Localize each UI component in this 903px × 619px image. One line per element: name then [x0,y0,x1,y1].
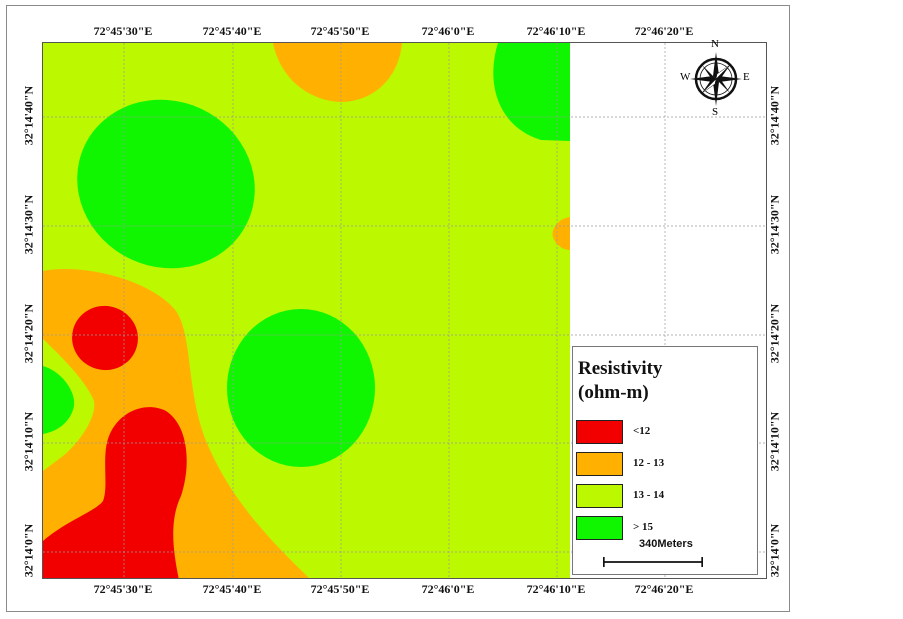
x-tick-label-top: 72°46'0"E [421,24,475,38]
x-tick-label-bottom: 72°45'30"E [93,582,153,596]
x-tick-label-top: 72°45'30"E [93,24,153,38]
legend-item: 12 - 13 [576,452,756,478]
legend-title-line2: (ohm-m) [578,382,649,403]
y-tick-label-right: 32°14'40"N [767,85,782,146]
x-tick-label-bottom: 72°46'20"E [634,582,694,596]
compass-north-label: N [711,38,719,50]
legend-title-line1: Resistivity [578,358,663,379]
y-tick-label-left: 32°14'20"N [21,303,36,364]
map-layout-frame [6,5,790,612]
x-tick-label-bottom: 72°46'10"E [526,582,586,596]
legend-item: <12 [576,420,756,446]
x-tick-label-bottom: 72°46'0"E [421,582,475,596]
compass-west-label: W [680,71,691,83]
y-tick-label-right: 32°14'20"N [767,303,782,364]
x-tick-label-top: 72°45'40"E [202,24,262,38]
y-tick-label-left: 32°14'0"N [21,523,36,578]
legend-label: 12 - 13 [633,457,665,469]
legend-swatch-orange [576,452,623,476]
legend-swatch-yellow-green [576,484,623,508]
scale-bar-label: 340Meters [639,538,693,550]
x-tick-label-top: 72°46'20"E [634,24,694,38]
compass-rose: N S W E [680,38,760,120]
y-tick-label-left: 32°14'40"N [21,85,36,146]
legend-label: 13 - 14 [633,489,665,501]
compass-east-label: E [743,71,750,83]
legend-swatch-green [576,516,623,540]
legend: Resistivity (ohm-m) <12 12 - 13 13 - 14 … [572,346,758,575]
y-tick-label-left: 32°14'10"N [21,411,36,472]
legend-item: > 15 [576,516,756,542]
x-tick-label-bottom: 72°45'50"E [310,582,370,596]
y-tick-label-right: 32°14'10"N [767,411,782,472]
x-tick-label-bottom: 72°45'40"E [202,582,262,596]
legend-swatch-red [576,420,623,444]
legend-item: 13 - 14 [576,484,756,510]
y-tick-label-right: 32°14'0"N [767,523,782,578]
legend-title: Resistivity (ohm-m) [578,357,662,405]
compass-rose-icon [690,52,742,106]
scale-bar [603,557,703,567]
x-tick-label-top: 72°46'10"E [526,24,586,38]
compass-south-label: S [712,106,719,118]
y-tick-label-left: 32°14'30"N [21,194,36,255]
y-tick-label-right: 32°14'30"N [767,194,782,255]
legend-label: > 15 [633,521,654,533]
x-tick-label-top: 72°45'50"E [310,24,370,38]
legend-label: <12 [633,425,651,437]
resistivity-raster [43,43,766,578]
